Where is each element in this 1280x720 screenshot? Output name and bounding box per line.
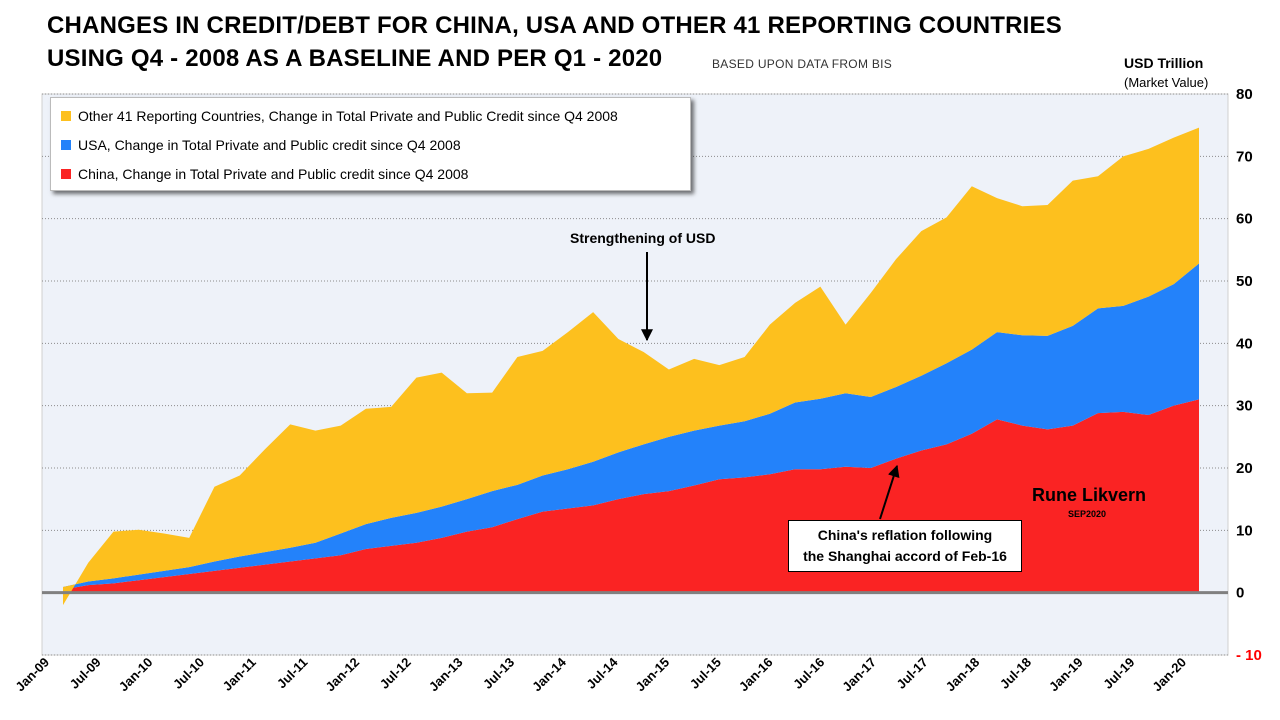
- annotation-china-line-2: the Shanghai accord of Feb-16: [803, 548, 1007, 564]
- y-axis: 80 70 60 50 40 30 20 10 0 - 10: [1236, 86, 1262, 664]
- chart-title-line-1: CHANGES IN CREDIT/DEBT FOR CHINA, USA AN…: [47, 12, 1062, 39]
- x-tick-label: Jan-18: [943, 655, 983, 695]
- annotation-usd-strengthening: Strengthening of USD: [570, 230, 716, 246]
- annotation-china-line-1: China's reflation following: [817, 527, 993, 543]
- legend-label-other: Other 41 Reporting Countries, Change in …: [78, 108, 618, 124]
- x-tick-label: Jan-19: [1046, 655, 1086, 695]
- y-tick-label: 20: [1236, 460, 1253, 477]
- x-tick-label: Jul-12: [377, 655, 414, 692]
- chart-title-line-2: USING Q4 - 2008 AS A BASELINE AND PER Q1…: [47, 45, 663, 72]
- x-tick-label: Jul-18: [997, 655, 1034, 692]
- x-tick-label: Jan-16: [736, 655, 776, 695]
- author-date: SEP2020: [1068, 509, 1107, 519]
- x-axis: Jan-09 Jul-09 Jan-10 Jul-10 Jan-11 Jul-11 Jan-…: [12, 654, 1189, 694]
- arrow-china: [879, 464, 900, 520]
- chart-subtitle: BASED UPON DATA FROM BIS: [712, 57, 893, 71]
- x-tick-label: Jan-15: [633, 655, 673, 695]
- author-name: Rune Likvern: [1032, 485, 1147, 505]
- x-tick-label: Jul-10: [170, 655, 207, 692]
- area-usa: [63, 263, 1199, 590]
- x-tick-label: Jan-20: [1149, 655, 1189, 695]
- x-tick-label: Jul-15: [687, 655, 724, 692]
- x-tick-label: Jul-16: [790, 655, 827, 692]
- x-tick-label: Jan-10: [116, 655, 156, 695]
- y-tick-label: 10: [1236, 522, 1253, 539]
- x-tick-label: Jan-17: [839, 655, 879, 695]
- y-tick-label: 40: [1236, 335, 1253, 352]
- y-tick-label: 80: [1236, 86, 1253, 103]
- y-axis-unit-note: (Market Value): [1124, 75, 1209, 90]
- legend: Other 41 Reporting Countries, Change in …: [50, 97, 691, 191]
- x-tick-label: Jan-12: [322, 655, 362, 695]
- legend-item-china: China, Change in Total Private and Publi…: [61, 166, 468, 182]
- x-tick-label: Jul-19: [1100, 655, 1137, 692]
- x-tick-label: Jul-09: [67, 655, 104, 692]
- x-tick-label: Jan-14: [529, 654, 569, 694]
- legend-swatch-usa: [61, 140, 71, 150]
- legend-label-china: China, Change in Total Private and Publi…: [78, 166, 469, 182]
- legend-item-usa: USA, Change in Total Private and Public …: [61, 137, 461, 153]
- x-tick-label: Jan-11: [220, 655, 259, 694]
- annotation-china-reflation: China's reflation following the Shanghai…: [788, 520, 1022, 572]
- legend-label-usa: USA, Change in Total Private and Public …: [78, 137, 461, 153]
- x-tick-label: Jan-13: [426, 655, 466, 695]
- x-tick-label: Jul-11: [274, 655, 311, 692]
- x-tick-label: Jul-14: [583, 654, 621, 692]
- y-tick-label: - 10: [1236, 647, 1262, 664]
- legend-item-other: Other 41 Reporting Countries, Change in …: [61, 108, 618, 124]
- legend-swatch-china: [61, 169, 71, 179]
- y-tick-label: 0: [1236, 585, 1244, 602]
- y-tick-label: 70: [1236, 148, 1253, 165]
- area-other: [63, 127, 1199, 606]
- annotation-arrows: [641, 252, 900, 520]
- x-tick-label: Jan-09: [12, 655, 52, 695]
- y-tick-label: 50: [1236, 273, 1253, 290]
- y-axis-unit: USD Trillion: [1124, 55, 1204, 71]
- y-tick-label: 30: [1236, 398, 1253, 415]
- y-tick-label: 60: [1236, 211, 1253, 228]
- legend-swatch-other: [61, 111, 71, 121]
- x-tick-label: Jul-17: [894, 655, 931, 692]
- x-tick-label: Jul-13: [480, 655, 517, 692]
